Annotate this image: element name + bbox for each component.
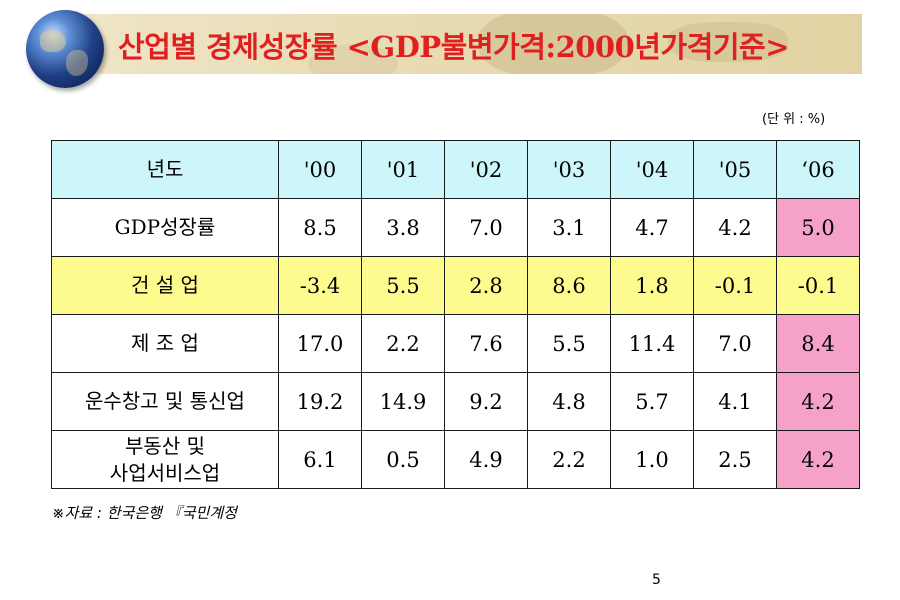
table-cell: 19.2 [278,372,362,431]
table-cell: 9.2 [444,372,528,431]
table-cell: 7.0 [693,314,777,373]
table-cell: 2.8 [444,256,528,315]
table-cell: 5.5 [527,314,611,373]
header-year: '03 [527,140,611,199]
table-row: 운수창고 및 통신업 19.2 14.9 9.2 4.8 5.7 4.1 4.2 [51,372,860,431]
slide-title: 산업별 경제성장률 <GDP불변가격:2000년가격기준> [118,30,790,64]
table-cell: -0.1 [693,256,777,315]
table-cell: 4.7 [610,198,694,257]
table-cell: 8.6 [527,256,611,315]
table-cell: 4.9 [444,430,528,489]
table-cell: 17.0 [278,314,362,373]
table-cell: 3.1 [527,198,611,257]
table-cell: 2.2 [527,430,611,489]
header-year: '00 [278,140,362,199]
table-header-row: 년도 '00 '01 '02 '03 '04 '05 ‘06 [51,140,860,199]
table-cell: 14.9 [361,372,445,431]
page-number: 5 [652,572,661,588]
table-cell: 8.5 [278,198,362,257]
table-cell-highlight: 5.0 [776,198,860,257]
table-cell: 11.4 [610,314,694,373]
table-cell: -3.4 [278,256,362,315]
table-cell-highlight: 4.2 [776,430,860,489]
row-label: 제 조 업 [51,314,279,373]
table-cell: 0.5 [361,430,445,489]
table-cell: 2.2 [361,314,445,373]
table-cell: 1.8 [610,256,694,315]
table-cell: 7.0 [444,198,528,257]
header-year: ‘06 [776,140,860,199]
unit-label: (단 위 : %) [762,112,826,127]
header-year: '04 [610,140,694,199]
header-year: '02 [444,140,528,199]
table-cell: 2.5 [693,430,777,489]
title-banner [58,14,862,74]
table-cell: 6.1 [278,430,362,489]
growth-rate-table: 년도 '00 '01 '02 '03 '04 '05 ‘06 GDP성장률 8.… [51,140,860,489]
table-row: 제 조 업 17.0 2.2 7.6 5.5 11.4 7.0 8.4 [51,314,860,373]
table-cell: 5.7 [610,372,694,431]
table-cell: 1.0 [610,430,694,489]
header-year-label: 년도 [51,140,279,199]
row-label-line: 사업서비스업 [109,460,221,485]
table-cell: 4.1 [693,372,777,431]
row-label: GDP성장률 [51,198,279,257]
row-label: 운수창고 및 통신업 [51,372,279,431]
row-label: 건 설 업 [51,256,279,315]
table-cell-highlight: 4.2 [776,372,860,431]
header-year: '05 [693,140,777,199]
table-cell: 4.2 [693,198,777,257]
globe-icon [26,10,104,88]
table-row: 부동산 및 사업서비스업 6.1 0.5 4.9 2.2 1.0 2.5 4.2 [51,430,860,489]
table-cell: 4.8 [527,372,611,431]
row-label-line: 부동산 및 [125,433,205,458]
table-cell: 5.5 [361,256,445,315]
table-cell-highlight: 8.4 [776,314,860,373]
source-note: ※자료 : 한국은행 『국민계정 [52,504,237,522]
table-cell: 3.8 [361,198,445,257]
table-cell: -0.1 [776,256,860,315]
table-row: GDP성장률 8.5 3.8 7.0 3.1 4.7 4.2 5.0 [51,198,860,257]
header-year: '01 [361,140,445,199]
table-cell: 7.6 [444,314,528,373]
table-row: 건 설 업 -3.4 5.5 2.8 8.6 1.8 -0.1 -0.1 [51,256,860,315]
row-label: 부동산 및 사업서비스업 [51,430,279,489]
